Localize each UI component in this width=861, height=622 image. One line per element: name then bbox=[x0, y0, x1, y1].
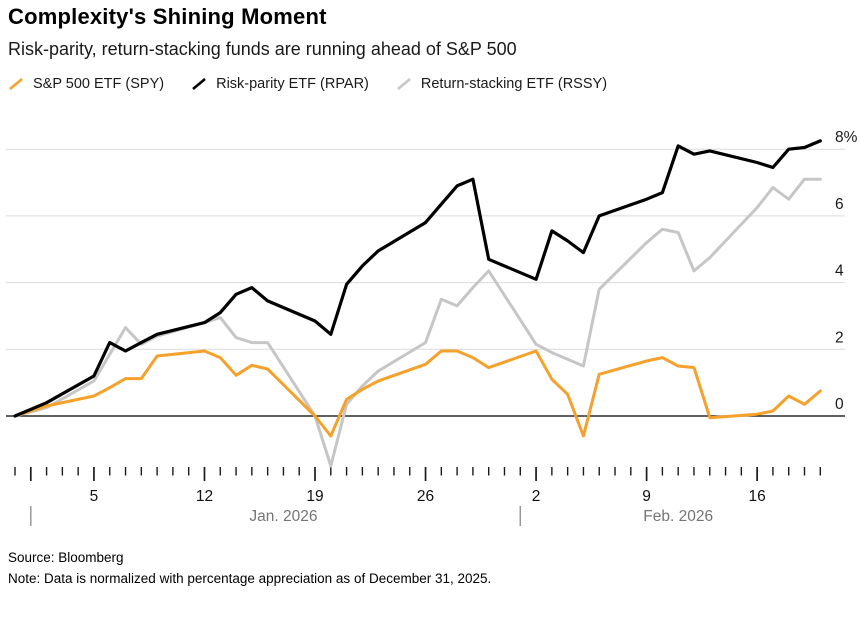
x-day-label: 9 bbox=[642, 488, 651, 505]
legend-label-rssy: Return-stacking ETF (RSSY) bbox=[420, 76, 608, 92]
legend-label-spy: S&P 500 ETF (SPY) bbox=[33, 76, 165, 92]
month-label: Jan. 2026 bbox=[249, 508, 317, 525]
page-title: Complexity's Shining Moment bbox=[8, 4, 327, 29]
x-day-label: 5 bbox=[90, 488, 99, 505]
legend-item-rpar: Risk-parity ETF (RPAR) bbox=[191, 76, 369, 92]
chart-subtitle: Risk-parity, return-stacking funds are r… bbox=[8, 39, 517, 59]
legend-label-rpar: Risk-parity ETF (RPAR) bbox=[216, 76, 369, 92]
legend: S&P 500 ETF (SPY) Risk-parity ETF (RPAR)… bbox=[8, 76, 853, 92]
x-day-label: 26 bbox=[417, 488, 434, 505]
y-axis-label: 2 bbox=[835, 329, 844, 346]
x-day-label: 12 bbox=[196, 488, 213, 505]
x-day-label: 19 bbox=[306, 488, 323, 505]
y-axis-label: 8% bbox=[835, 129, 858, 146]
series-line-rpar bbox=[13, 139, 822, 418]
rssy-line-swatch-icon bbox=[397, 78, 411, 90]
source-line: Source: Bloomberg bbox=[8, 550, 124, 565]
x-day-label: 16 bbox=[749, 488, 766, 505]
note-line: Note: Data is normalized with percentage… bbox=[8, 571, 492, 586]
y-axis-label: 6 bbox=[835, 196, 844, 213]
x-day-label: 2 bbox=[532, 488, 541, 505]
spy-line-swatch-icon bbox=[9, 78, 23, 90]
series-line-spy bbox=[13, 349, 822, 438]
month-label: Feb. 2026 bbox=[643, 508, 713, 525]
legend-item-spy: S&P 500 ETF (SPY) bbox=[8, 76, 164, 92]
legend-item-rssy: Return-stacking ETF (RSSY) bbox=[396, 76, 607, 92]
y-axis-label: 4 bbox=[835, 263, 844, 280]
rpar-line-swatch-icon bbox=[192, 78, 206, 90]
series-line-rssy bbox=[13, 177, 822, 468]
chart-footer: Source: Bloomberg Note: Data is normaliz… bbox=[8, 547, 491, 589]
y-axis-label: 0 bbox=[835, 396, 844, 413]
chart-header: Complexity's Shining Moment Risk-parity,… bbox=[8, 4, 853, 92]
